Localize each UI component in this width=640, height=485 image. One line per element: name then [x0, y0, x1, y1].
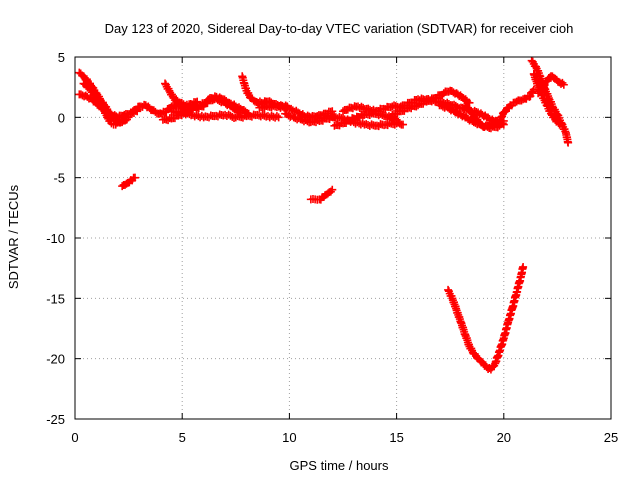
x-tick-label: 0	[71, 430, 78, 445]
data-point	[444, 285, 453, 294]
x-axis-label: GPS time / hours	[290, 458, 389, 473]
x-tick-label: 25	[604, 430, 618, 445]
series-trace-25	[534, 72, 568, 98]
data-marker	[185, 110, 194, 119]
tick-layer: 0 5 10 15 20 25 -25 -20 -15 -10 -5 0 5	[46, 50, 618, 445]
data-marker	[358, 119, 367, 128]
y-tick-label: -15	[46, 291, 65, 306]
series-trace-21	[444, 262, 528, 374]
series-trace-13	[306, 185, 337, 204]
x-tick-label: 10	[282, 430, 296, 445]
series-trace-16	[330, 109, 401, 130]
data-marker	[174, 107, 183, 116]
data-point	[131, 173, 140, 182]
data-point	[124, 113, 133, 122]
data-marker	[367, 120, 376, 129]
data-point	[555, 120, 564, 129]
y-tick-label: -25	[46, 412, 65, 427]
y-tick-label: 5	[58, 50, 65, 65]
series-trace-23	[527, 56, 573, 147]
y-tick-label: -20	[46, 352, 65, 367]
data-point	[519, 262, 528, 271]
data-marker	[258, 110, 267, 119]
series-trace-22	[495, 85, 538, 124]
series-trace-20	[461, 101, 502, 131]
series-trace-3	[79, 79, 133, 129]
x-tick-label: 20	[497, 430, 511, 445]
series-trace-14	[339, 101, 405, 116]
y-tick-label: 0	[58, 110, 65, 125]
data-marker	[378, 110, 387, 119]
data-point	[559, 80, 568, 89]
data-marker	[272, 112, 281, 121]
x-tick-label: 5	[179, 430, 186, 445]
data-point	[399, 120, 408, 129]
y-tick-label: -10	[46, 231, 65, 246]
series-trace-9	[167, 107, 283, 122]
data-point	[564, 138, 573, 147]
chart-title: Day 123 of 2020, Sidereal Day-to-day VTE…	[105, 21, 574, 36]
data-point	[328, 185, 337, 194]
data-marker	[539, 82, 548, 91]
y-axis-label: SDTVAR / TECUs	[6, 184, 21, 289]
data-marker	[554, 119, 563, 128]
x-tick-label: 15	[389, 430, 403, 445]
data-layer	[75, 56, 573, 374]
data-point	[392, 115, 401, 124]
data-marker	[335, 113, 344, 122]
y-tick-label: -5	[53, 171, 65, 186]
series-trace-8	[199, 92, 253, 118]
data-point	[274, 113, 283, 122]
series-trace-4	[118, 173, 140, 191]
data-marker	[558, 78, 567, 87]
